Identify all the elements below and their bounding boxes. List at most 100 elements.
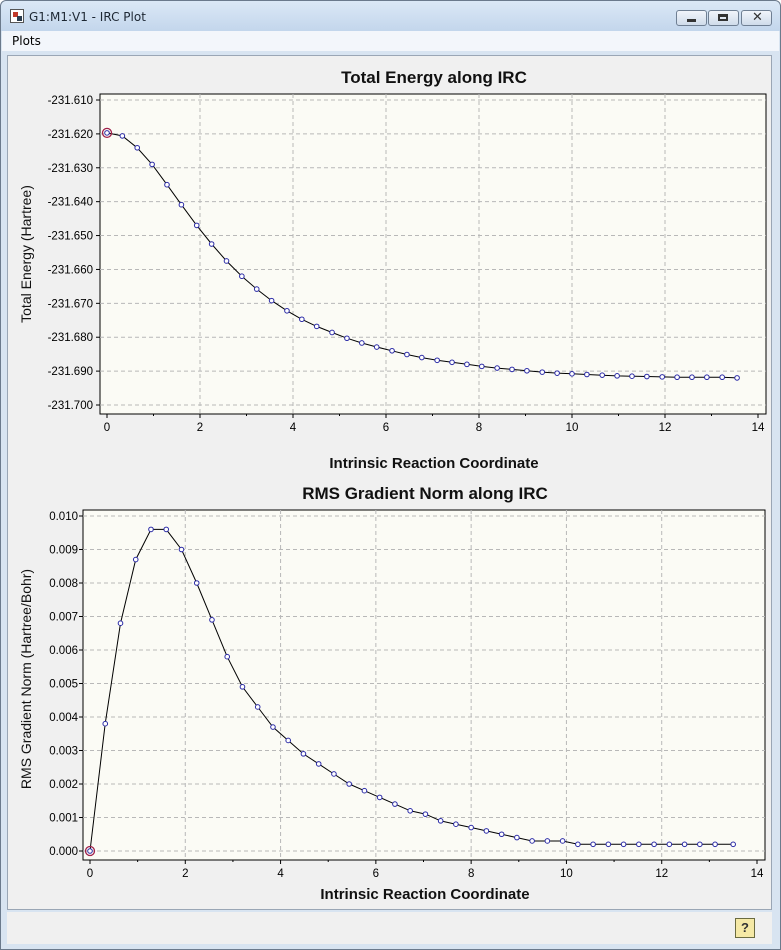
gradient-x-tick-label: 12 <box>655 868 668 880</box>
energy-data-point <box>389 347 395 354</box>
gradient-y-tick-label: 0.004 <box>49 712 78 724</box>
gradient-data-point <box>514 834 520 841</box>
title-bar[interactable]: G1:M1:V1 - IRC Plot ✕ <box>1 1 780 31</box>
gradient-y-tick-label: 0.009 <box>49 545 78 557</box>
energy-x-tick-label: 8 <box>476 422 482 434</box>
energy-y-tick-label: -231.700 <box>48 400 93 412</box>
gradient-data-point <box>346 781 352 787</box>
gradient-data-point <box>254 704 261 710</box>
gradient-data-point <box>209 617 215 623</box>
gradient-data-point <box>590 841 596 848</box>
gradient-y-tick-label: 0.003 <box>49 746 78 758</box>
gradient-data-point <box>178 546 185 553</box>
gradient-data-point <box>331 771 337 777</box>
energy-x-tick-label: 4 <box>290 422 297 434</box>
gradient-chart-plot: 0 2 4 6 8 10 12 14 0.000 0.001 0.002 0.003 0.004 0.00… <box>49 509 766 880</box>
energy-data-point <box>404 351 410 358</box>
gradient-data-point <box>285 737 291 744</box>
plot-area: Total Energy along IRC Total Energy (Har… <box>7 55 772 910</box>
gradient-data-point <box>270 724 276 730</box>
window-title: G1:M1:V1 - IRC Plot <box>29 10 146 24</box>
energy-data-point <box>539 369 546 375</box>
energy-data-point <box>734 375 740 381</box>
gradient-chart-title: RMS Gradient Norm along IRC <box>302 484 548 503</box>
energy-data-point <box>359 340 365 346</box>
energy-x-tick-label: 6 <box>383 422 389 434</box>
gradient-current-point-marker <box>84 845 96 857</box>
gradient-y-tick-label: 0.002 <box>49 779 78 791</box>
maximize-button[interactable] <box>708 10 739 26</box>
gradient-data-point <box>148 526 154 533</box>
app-icon[interactable] <box>10 9 24 23</box>
energy-data-point <box>164 181 170 188</box>
gradient-x-tick-label: 10 <box>560 868 573 880</box>
gradient-data-point <box>102 720 109 727</box>
energy-chart: Total Energy along IRC Total Energy (Har… <box>18 68 767 472</box>
energy-y-tick-label: -231.630 <box>48 163 93 175</box>
gradient-data-point <box>300 751 307 757</box>
energy-y-tick-label: -231.620 <box>48 129 93 141</box>
energy-data-point <box>464 361 470 368</box>
gradient-data-point <box>193 580 200 586</box>
energy-plot-frame <box>99 93 767 415</box>
gradient-data-point <box>239 684 246 690</box>
gradient-data-point <box>666 841 673 848</box>
gradient-data-point <box>468 824 474 831</box>
gradient-data-point <box>730 841 736 848</box>
gradient-plot-frame <box>82 509 766 861</box>
energy-x-tick-label: 14 <box>752 422 765 434</box>
energy-data-point <box>629 373 635 379</box>
energy-chart-xlabel: Intrinsic Reaction Coordinate <box>329 455 538 472</box>
gradient-data-point <box>132 556 139 563</box>
close-icon: ✕ <box>752 10 763 25</box>
gradient-x-tick-label: 2 <box>182 868 188 880</box>
gradient-data-point <box>407 808 413 814</box>
gradient-data-point <box>620 841 627 848</box>
energy-y-tick-label: -231.690 <box>48 366 93 378</box>
minimize-icon <box>687 19 696 22</box>
gradient-y-tick-label: 0.008 <box>49 578 78 590</box>
gradient-data-point <box>544 838 551 844</box>
gradient-chart-xlabel: Intrinsic Reaction Coordinate <box>320 886 529 903</box>
gradient-data-point <box>453 821 459 828</box>
energy-data-point <box>614 373 620 379</box>
maximize-icon <box>718 14 728 21</box>
energy-data-point <box>268 297 275 304</box>
gradient-data-point <box>437 818 444 824</box>
energy-chart-title: Total Energy along IRC <box>341 68 527 87</box>
gradient-x-tick-label: 8 <box>468 868 474 880</box>
energy-data-point <box>313 323 320 330</box>
gradient-x-tick-label: 4 <box>277 868 284 880</box>
gradient-data-point <box>529 838 535 844</box>
energy-data-point <box>284 307 290 314</box>
energy-data-point <box>569 371 575 377</box>
energy-data-point <box>223 258 230 264</box>
close-button[interactable]: ✕ <box>741 10 772 26</box>
gradient-data-point <box>483 828 490 834</box>
minimize-button[interactable] <box>676 10 707 26</box>
energy-x-tick-label: 12 <box>659 422 672 434</box>
gradient-data-point <box>392 801 398 807</box>
energy-data-point <box>674 374 680 381</box>
gradient-y-tick-label: 0.007 <box>49 612 78 624</box>
gradient-x-tick-label: 14 <box>751 868 764 880</box>
energy-y-tick-label: -231.680 <box>48 332 93 344</box>
gradient-data-point <box>636 841 642 848</box>
energy-data-point <box>689 374 695 381</box>
gradient-data-point <box>697 841 703 848</box>
help-button[interactable]: ? <box>735 918 755 938</box>
energy-data-point <box>449 359 455 366</box>
energy-data-point <box>104 130 110 136</box>
gradient-y-tick-label: 0.006 <box>49 645 78 657</box>
gradient-y-tick-label: 0.001 <box>49 813 78 825</box>
gradient-data-point <box>376 794 383 801</box>
energy-y-tick-label: -231.640 <box>48 197 93 209</box>
energy-data-point <box>344 335 350 342</box>
gradient-data-point <box>163 526 170 533</box>
gradient-data-point <box>498 831 505 838</box>
menu-plots[interactable]: Plots <box>12 34 41 48</box>
gradient-y-tick-label: 0.000 <box>49 846 78 858</box>
energy-chart-ylabel: Total Energy (Hartree) <box>18 185 34 323</box>
energy-y-tick-label: -231.660 <box>48 264 93 276</box>
gradient-x-tick-label: 0 <box>87 868 93 880</box>
